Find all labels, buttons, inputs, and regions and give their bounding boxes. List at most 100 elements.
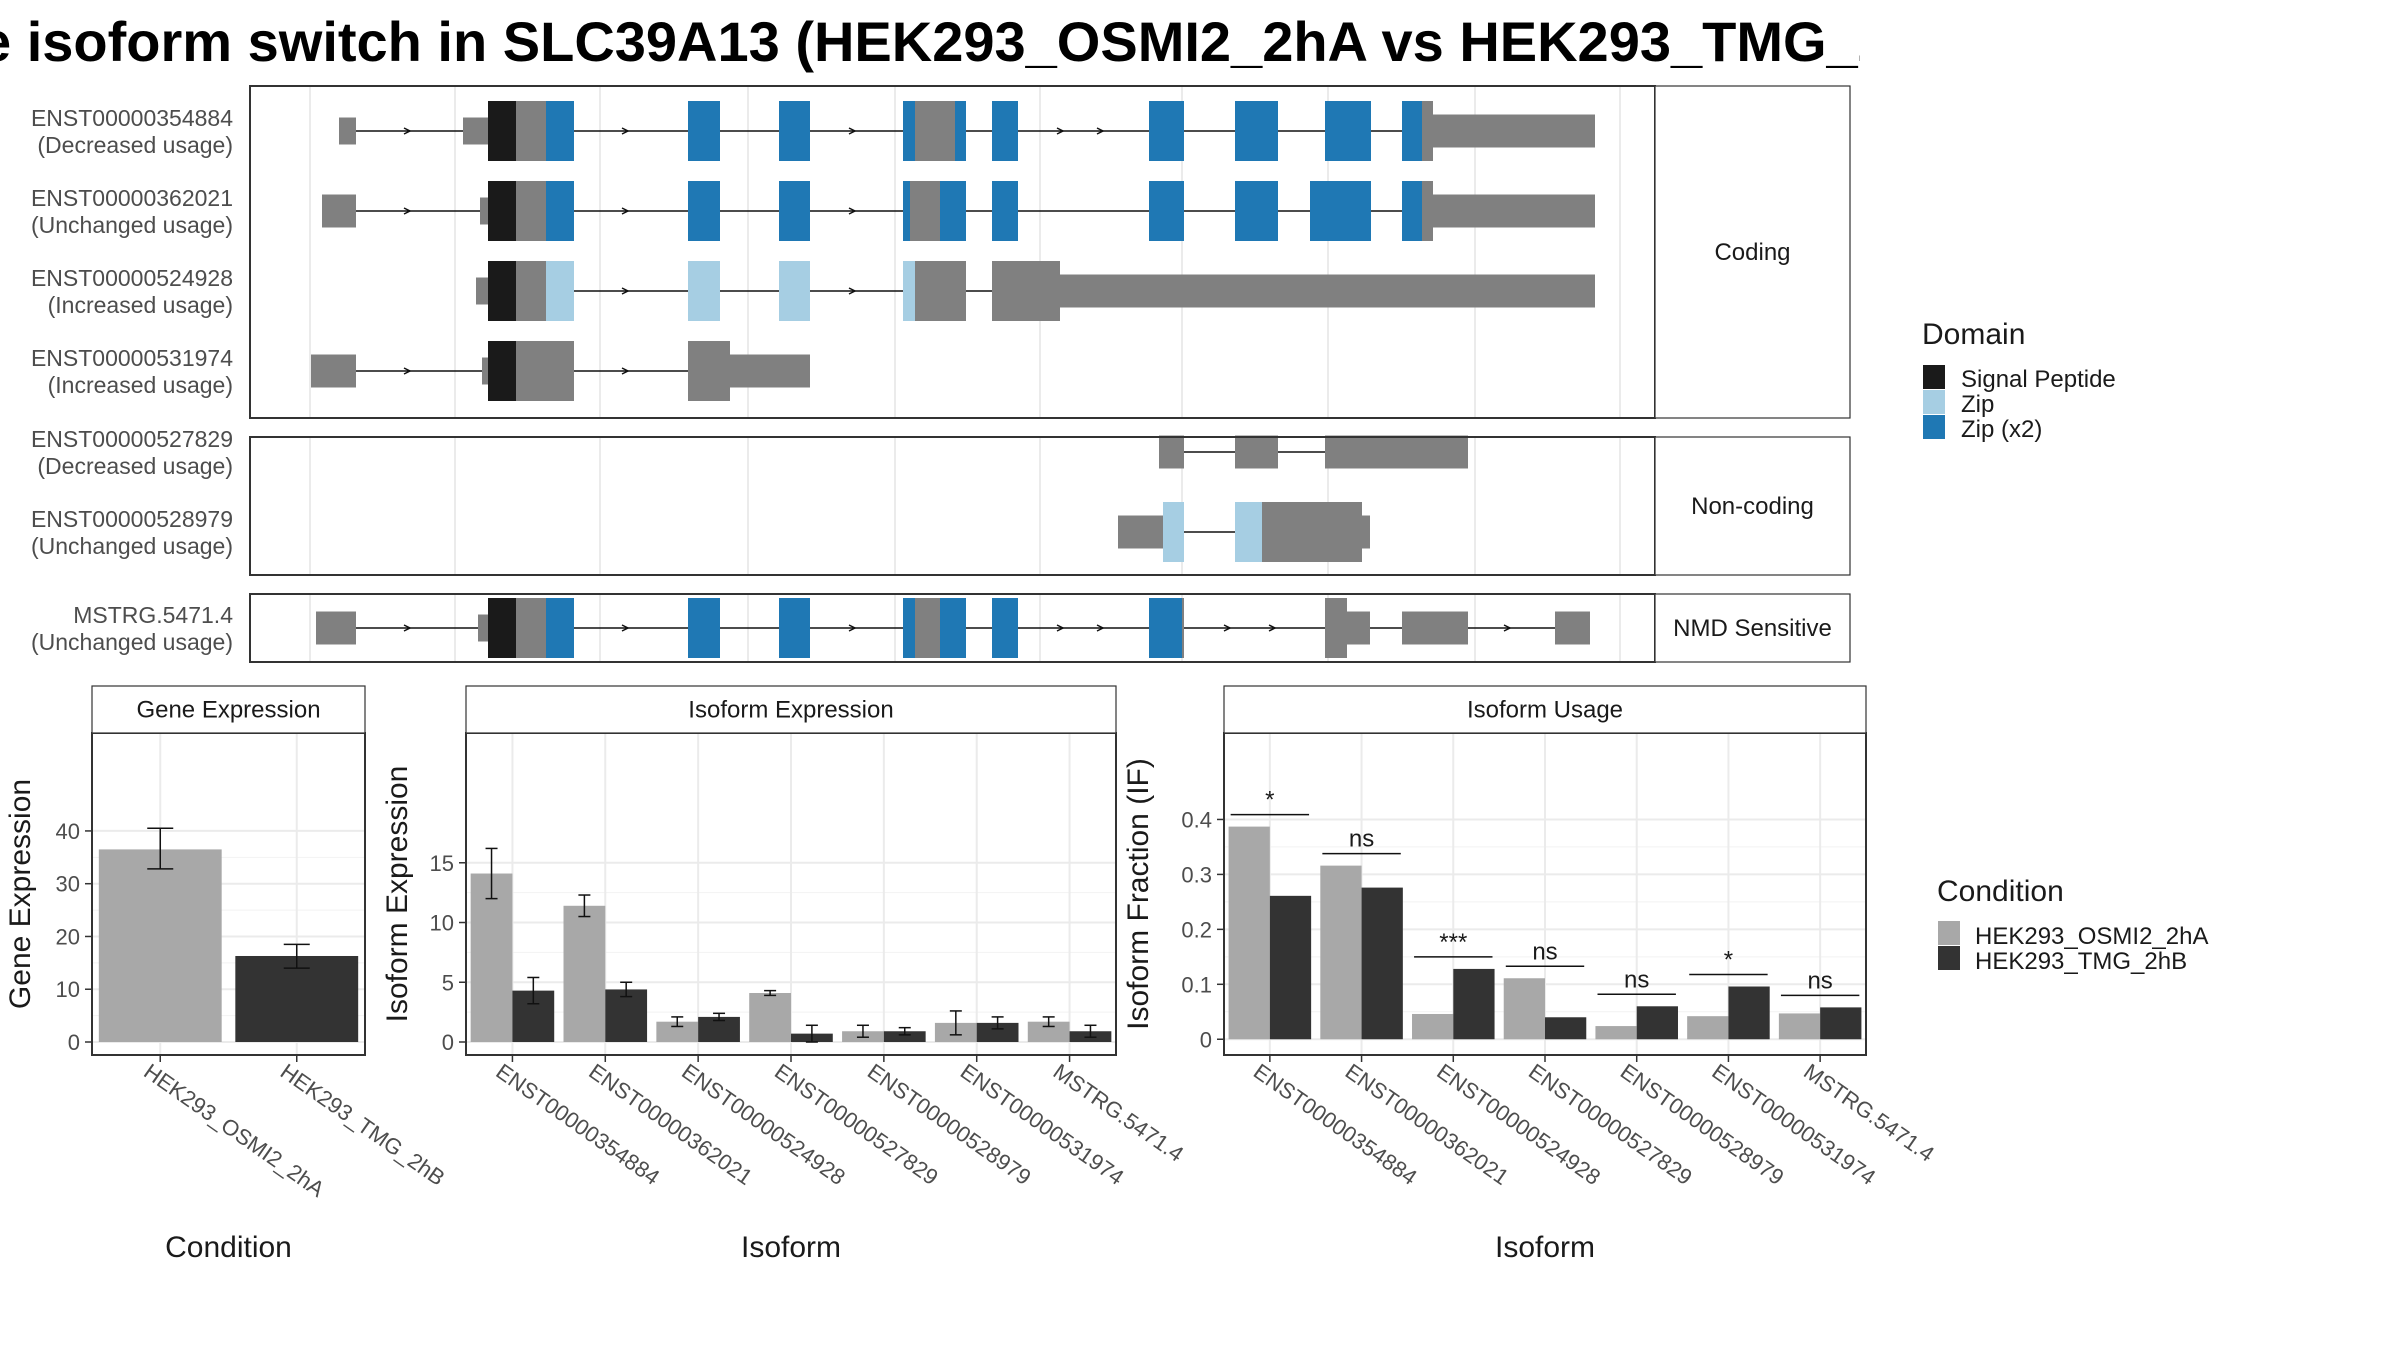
bar xyxy=(98,849,222,1042)
domain-legend-key xyxy=(1923,365,1945,389)
intron-direction-arrow xyxy=(848,127,857,135)
intron-direction-arrow xyxy=(403,207,412,215)
transcript-usage-label: (Decreased usage) xyxy=(37,453,233,479)
zip-x2-domain xyxy=(1310,181,1371,241)
x-tick-label: ENST00000531974 xyxy=(956,1059,1129,1190)
intron-direction-arrow xyxy=(621,287,630,295)
exon xyxy=(1433,194,1595,228)
exon xyxy=(1159,435,1184,469)
zip-x2-domain xyxy=(1235,101,1278,161)
exon xyxy=(1060,274,1595,308)
x-tick-label: ENST00000528979 xyxy=(863,1059,1036,1190)
exon xyxy=(316,611,356,645)
zip-x2-domain xyxy=(992,181,1018,241)
exon xyxy=(1235,435,1278,469)
zip-x2-domain xyxy=(688,181,720,241)
zip-x2-domain xyxy=(1402,101,1422,161)
exon xyxy=(516,598,546,658)
intron-direction-arrow xyxy=(848,287,857,295)
significance-label: *** xyxy=(1439,929,1467,956)
x-tick-label: ENST00000524928 xyxy=(677,1059,850,1190)
domain-legend-label: Signal Peptide xyxy=(1961,366,2116,393)
x-tick-label: ENST00000527829 xyxy=(770,1059,943,1190)
exon xyxy=(915,598,940,658)
chart-title-strip xyxy=(1223,685,1867,734)
zip-x2-domain xyxy=(940,181,966,241)
domain-legend-label: Zip (x2) xyxy=(1961,416,2042,443)
transcript-usage-label: (Increased usage) xyxy=(48,292,233,318)
zip-x2-domain xyxy=(546,598,574,658)
signal-peptide-domain xyxy=(488,101,516,161)
bar xyxy=(1778,1013,1821,1040)
exon xyxy=(1118,515,1163,549)
gene-expression-y-axis-title: Gene Expression xyxy=(4,779,37,1009)
y-tick-label: 5 xyxy=(442,970,454,995)
exon xyxy=(311,354,356,388)
bar xyxy=(1320,865,1362,1040)
exon xyxy=(1422,101,1433,161)
facet-strip xyxy=(1654,593,1851,663)
exon xyxy=(688,341,730,401)
y-tick-label: 0.2 xyxy=(1181,917,1212,942)
x-tick-label: ENST00000362021 xyxy=(584,1059,757,1190)
facet-strip xyxy=(1654,436,1851,576)
isoform-usage-x-axis-title: Isoform xyxy=(1495,1231,1595,1264)
transcript-id-label: ENST00000354884 xyxy=(31,105,233,131)
exon xyxy=(1325,598,1347,658)
facet-strip xyxy=(1654,85,1851,419)
exon xyxy=(1347,611,1370,645)
condition-legend-key xyxy=(1938,921,1960,945)
bar xyxy=(1412,1013,1454,1040)
zip-x2-domain xyxy=(1325,101,1371,161)
bar xyxy=(1820,1007,1862,1040)
bar xyxy=(1595,1026,1637,1040)
bar xyxy=(1687,1016,1729,1040)
domain-legend-title: Domain xyxy=(1922,318,2025,351)
exon xyxy=(516,181,546,241)
significance-label: ns xyxy=(1349,826,1374,853)
transcript-id-label: ENST00000531974 xyxy=(31,345,233,371)
x-tick-label: ENST00000354884 xyxy=(492,1059,665,1190)
transcript-usage-label: (Unchanged usage) xyxy=(31,629,233,655)
y-tick-label: 10 xyxy=(430,911,454,936)
bar xyxy=(605,989,648,1042)
zip-x2-domain xyxy=(779,101,810,161)
signal-peptide-domain xyxy=(488,181,516,241)
zip-x2-domain xyxy=(1149,181,1184,241)
zip-x2-domain xyxy=(1402,181,1422,241)
exon xyxy=(516,101,546,161)
bar xyxy=(1453,968,1495,1040)
intron-direction-arrow xyxy=(1223,624,1232,632)
zip-x2-domain xyxy=(1149,598,1182,658)
y-tick-label: 0 xyxy=(1200,1027,1212,1052)
isoform-expression-y-axis-title: Isoform Expression xyxy=(381,766,414,1023)
transcript-usage-label: (Increased usage) xyxy=(48,372,233,398)
significance-label: ns xyxy=(1624,966,1649,993)
isoform-expression-x-axis-title: Isoform xyxy=(741,1231,841,1264)
zip-x2-domain xyxy=(992,598,1018,658)
exon xyxy=(482,357,488,385)
exon xyxy=(1422,181,1433,241)
bar xyxy=(1636,1006,1678,1040)
significance-label: * xyxy=(1724,947,1733,974)
isoform-usage-y-axis-title: Isoform Fraction (IF) xyxy=(1122,758,1155,1030)
domain-legend-key xyxy=(1923,390,1945,414)
zip-x2-domain xyxy=(1149,101,1184,161)
exon xyxy=(910,181,940,241)
exon xyxy=(516,261,546,321)
zip-x2-domain xyxy=(903,181,910,241)
y-tick-label: 0 xyxy=(68,1030,80,1055)
exon xyxy=(1362,515,1370,549)
zip-x2-domain xyxy=(546,181,574,241)
exon xyxy=(1555,611,1590,645)
signal-peptide-domain xyxy=(488,341,516,401)
exon xyxy=(480,197,488,225)
domain-legend-label: Zip xyxy=(1961,391,1994,418)
intron-direction-arrow xyxy=(848,207,857,215)
zip-x2-domain xyxy=(903,598,915,658)
transcript-id-label: ENST00000527829 xyxy=(31,426,233,452)
zip-x2-domain xyxy=(903,101,915,161)
isoform-expression-title: Isoform Expression xyxy=(688,697,893,724)
isoform-usage-title: Isoform Usage xyxy=(1467,697,1623,724)
